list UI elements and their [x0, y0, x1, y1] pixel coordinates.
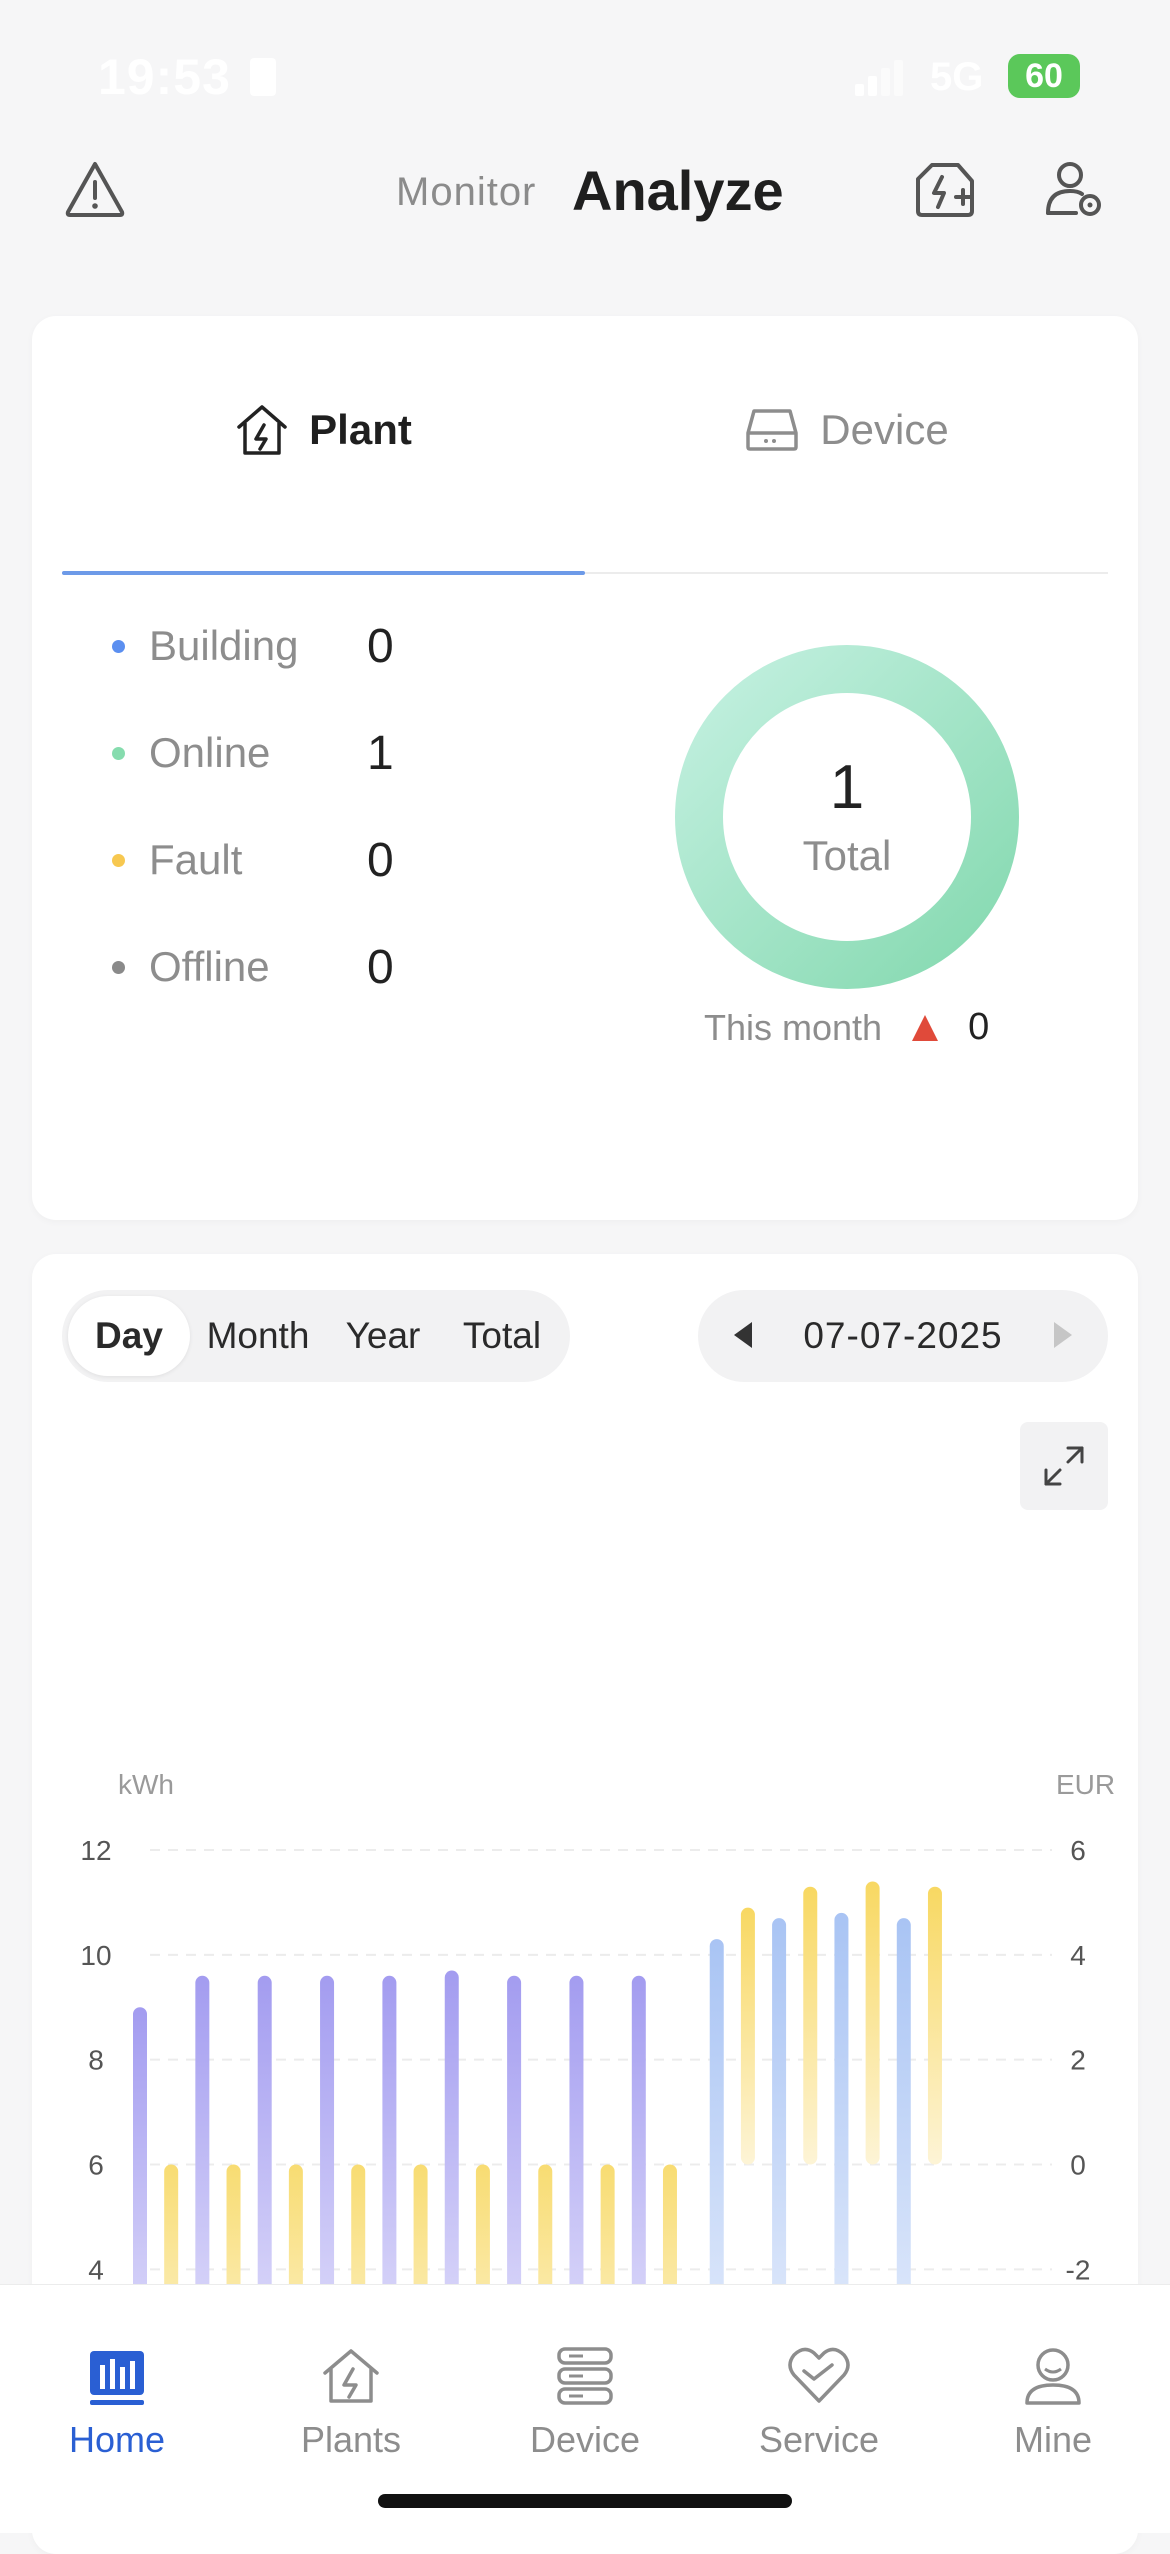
- online-dot: [112, 746, 125, 760]
- left-axis-tick: 12: [80, 1835, 111, 1866]
- fullscreen-button[interactable]: [1020, 1422, 1108, 1510]
- status-count: 1: [367, 726, 394, 780]
- account-settings-button[interactable]: [1040, 154, 1110, 224]
- status-label: Fault: [149, 836, 243, 883]
- nav-mine[interactable]: Mine: [936, 2325, 1170, 2460]
- nav-service[interactable]: Service: [702, 2325, 936, 2460]
- tabs-divider: [62, 572, 1108, 574]
- battery-indicator: 60: [1008, 54, 1080, 98]
- left-axis-tick: 6: [88, 2150, 104, 2181]
- period-selector: Day Month Year Total: [62, 1290, 570, 1382]
- user-icon: [1025, 2348, 1081, 2405]
- previous-date-button[interactable]: [734, 1322, 752, 1348]
- add-plant-icon: [916, 163, 974, 217]
- total-label: Total: [802, 832, 892, 879]
- up-arrow-icon: [912, 1014, 939, 1041]
- left-unit-label: kWh: [118, 1769, 174, 1800]
- status-fault: Fault 0: [112, 830, 452, 890]
- device-server-icon: [557, 2347, 613, 2405]
- date-picker: 07-07-2025: [698, 1290, 1108, 1382]
- signal-icon: [855, 58, 905, 96]
- left-axis-tick: 10: [80, 1940, 111, 1971]
- this-month-change: This month 0: [704, 1006, 989, 1049]
- service-heart-icon: [788, 2347, 850, 2403]
- nav-home-label: Home: [68, 2419, 166, 2460]
- total-count: 1: [829, 753, 865, 822]
- this-month-value: 0: [968, 1006, 990, 1048]
- status-time: 19:53: [98, 49, 231, 105]
- nav-device[interactable]: Device: [468, 2325, 702, 2460]
- status-count: 0: [367, 833, 394, 887]
- left-axis-tick: 8: [88, 2045, 104, 2076]
- status-building: Building 0: [112, 616, 452, 676]
- status-label: Online: [149, 729, 271, 776]
- building-dot: [112, 639, 125, 653]
- fault-dot: [112, 853, 125, 867]
- revenue-bar: [927, 1886, 942, 2165]
- revenue-bar: [865, 1881, 880, 2165]
- tab-plant-label: Plant: [309, 406, 412, 453]
- this-month-label: This month: [704, 1006, 883, 1048]
- nav-mine-label: Mine: [1013, 2419, 1093, 2460]
- tab-monitor[interactable]: Monitor: [396, 170, 537, 214]
- status-count: 0: [367, 619, 394, 673]
- period-year[interactable]: Year: [345, 1315, 421, 1356]
- bottom-navigation: Home Plants Device: [0, 2284, 1170, 2533]
- status-count: 0: [367, 940, 394, 994]
- home-indicator: [378, 2494, 792, 2508]
- tab-device[interactable]: Device: [585, 376, 1108, 484]
- period-day[interactable]: Day: [68, 1296, 190, 1376]
- plant-house-icon: [235, 403, 289, 457]
- next-date-button[interactable]: [1054, 1322, 1072, 1348]
- tab-device-label: Device: [820, 406, 949, 453]
- right-unit-label: EUR: [1056, 1769, 1115, 1800]
- expand-icon: [1044, 1446, 1084, 1486]
- top-header: Monitor Analyze: [0, 150, 1170, 290]
- nav-plants[interactable]: Plants: [234, 2325, 468, 2460]
- revenue-bar: [803, 1886, 818, 2165]
- tab-analyze[interactable]: Analyze: [572, 159, 784, 222]
- tab-plant[interactable]: Plant: [62, 376, 585, 484]
- offline-dot: [112, 960, 125, 974]
- nav-service-label: Service: [758, 2419, 880, 2460]
- overview-tabs: Plant Device: [62, 376, 1108, 575]
- plants-icon: [323, 2349, 379, 2403]
- status-offline: Offline 0: [112, 937, 452, 997]
- orientation-lock-icon: [250, 58, 276, 96]
- right-axis-tick: 2: [1070, 2045, 1086, 2076]
- network-type: 5G: [930, 55, 984, 99]
- nav-device-label: Device: [529, 2419, 641, 2460]
- status-label: Building: [149, 622, 299, 669]
- period-month[interactable]: Month: [206, 1315, 310, 1356]
- home-chart-icon: [90, 2351, 144, 2405]
- revenue-bar: [740, 1907, 755, 2165]
- right-axis-tick: 4: [1070, 1940, 1086, 1971]
- period-total[interactable]: Total: [462, 1315, 542, 1356]
- nav-home[interactable]: Home: [0, 2325, 234, 2460]
- status-label: Offline: [149, 943, 270, 990]
- total-plants-donut: 1 Total: [672, 642, 1022, 992]
- donut-ring: [675, 645, 1019, 989]
- nav-plants-label: Plants: [300, 2419, 402, 2460]
- right-axis-tick: 6: [1070, 1835, 1086, 1866]
- selected-date[interactable]: 07-07-2025: [803, 1315, 1003, 1356]
- active-tab-indicator: [62, 571, 585, 575]
- left-axis-tick: 4: [88, 2254, 104, 2285]
- add-plant-button[interactable]: [910, 154, 980, 224]
- status-online: Online 1: [112, 723, 452, 783]
- status-bar: 19:53 5G 60: [0, 0, 1170, 150]
- alarm-button[interactable]: [60, 154, 130, 224]
- warning-icon: [65, 162, 125, 217]
- device-icon: [744, 407, 800, 453]
- plant-overview-card: Plant Device Building 0 Online 1: [32, 316, 1138, 1220]
- user-gear-icon: [1046, 162, 1101, 216]
- right-axis-tick: -2: [1066, 2254, 1091, 2285]
- right-axis-tick: 0: [1070, 2150, 1086, 2181]
